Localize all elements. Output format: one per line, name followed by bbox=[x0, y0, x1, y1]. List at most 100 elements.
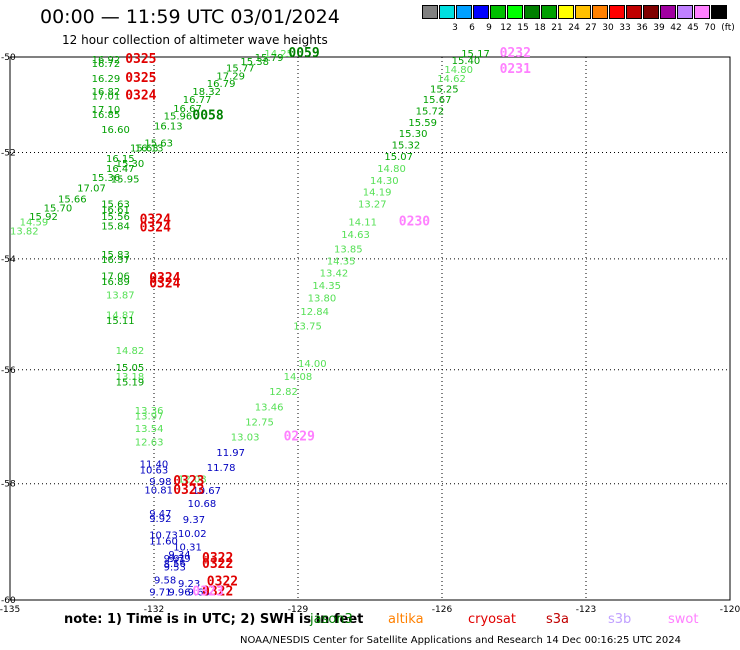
wave-height-value: 11.78 bbox=[207, 463, 236, 474]
wave-height-value: 17.06 bbox=[101, 272, 130, 283]
wave-height-value: 10.73 bbox=[149, 531, 178, 542]
wave-height-value: 10.68 bbox=[188, 499, 217, 510]
wave-height-value: 10.67 bbox=[192, 486, 221, 497]
wave-height-value: 13.75 bbox=[293, 321, 322, 332]
wave-height-value: 14.35 bbox=[327, 256, 356, 267]
wave-height-value: 11.40 bbox=[140, 460, 169, 471]
satellite-legend-item: jason3 bbox=[310, 612, 353, 627]
colorbar-swatch bbox=[592, 5, 608, 19]
wave-height-value: 16.72 bbox=[92, 59, 121, 70]
map-subtitle: 12 hour collection of altimeter wave hei… bbox=[62, 33, 328, 47]
wave-height-value: 16.79 bbox=[207, 79, 236, 90]
wave-height-value: 15.77 bbox=[226, 64, 255, 75]
pass-time-label: 0322 bbox=[202, 557, 233, 572]
wave-height-value: 17.01 bbox=[92, 92, 121, 103]
colorbar-tick-label: 39 bbox=[653, 23, 665, 33]
wave-height-value: 11.60 bbox=[149, 537, 178, 548]
lon-tick-label: -135 bbox=[0, 605, 20, 615]
wave-height-value: 15.63 bbox=[130, 143, 159, 154]
wave-height-value: 15.32 bbox=[392, 140, 421, 151]
pass-time-label: 0324 bbox=[149, 276, 180, 291]
wave-height-value: 16.82 bbox=[92, 87, 121, 98]
satellite-legend-item: altika bbox=[388, 612, 424, 627]
wave-height-value: 15.30 bbox=[399, 129, 428, 140]
pass-time-label: 0323 bbox=[173, 483, 204, 498]
wave-height-value: 15.56 bbox=[101, 212, 130, 223]
pass-time-label: 0058 bbox=[192, 108, 223, 123]
wave-height-value: 13.82 bbox=[10, 226, 39, 237]
lat-tick-label: -50 bbox=[1, 53, 16, 63]
wave-height-value: 14.59 bbox=[20, 217, 49, 228]
wave-height-value: 9.71 bbox=[149, 587, 171, 598]
wave-height-value: 10.31 bbox=[173, 542, 202, 553]
wave-height-value: 15.70 bbox=[44, 203, 73, 214]
wave-height-value: 16.47 bbox=[106, 164, 135, 175]
pass-time-label: 0229 bbox=[284, 430, 315, 445]
wave-height-value: 16.13 bbox=[154, 122, 183, 133]
wave-height-value: 15.92 bbox=[29, 212, 58, 223]
wave-height-value: 9.37 bbox=[183, 515, 205, 526]
colorbar-tick-label: 6 bbox=[469, 23, 475, 33]
wave-height-value: 15.66 bbox=[58, 194, 87, 205]
wave-height-value: 15.38 bbox=[240, 57, 269, 68]
wave-height-value: 9.96 bbox=[168, 587, 190, 598]
wave-height-value: 14.25 bbox=[264, 49, 293, 60]
wave-height-value: 13.18 bbox=[116, 372, 145, 383]
wave-height-value: 15.79 bbox=[255, 53, 284, 64]
lat-lon-grid bbox=[9, 56, 731, 601]
colorbar-swatch bbox=[609, 5, 625, 19]
wave-height-value: 12.75 bbox=[245, 417, 274, 428]
wave-height-value: 16.37 bbox=[101, 255, 130, 266]
wave-height-value: 17.07 bbox=[77, 184, 106, 195]
map-frame bbox=[9, 56, 731, 601]
wave-height-value: 14.11 bbox=[348, 217, 377, 228]
wave-height-value: 13.97 bbox=[135, 412, 164, 423]
wave-height-value: 15.25 bbox=[430, 84, 459, 95]
colorbar-tick-label: 21 bbox=[551, 23, 563, 33]
wave-height-value: 10.63 bbox=[140, 465, 169, 476]
colorbar-tick-label: 30 bbox=[602, 23, 614, 33]
lat-tick-label: -52 bbox=[1, 148, 16, 158]
colorbar-swatch bbox=[643, 5, 659, 19]
wave-height-value: 14.87 bbox=[106, 310, 135, 321]
wave-height-value: 13.36 bbox=[135, 406, 164, 417]
wave-height-value: 9.91 bbox=[164, 554, 186, 565]
wave-height-value: 15.63 bbox=[101, 200, 130, 211]
wave-height-value: 15.40 bbox=[452, 56, 481, 67]
wave-height-value: 15.63 bbox=[144, 138, 173, 149]
wave-height-value: 14.80 bbox=[377, 164, 406, 175]
pass-time-label: 0322 bbox=[207, 574, 238, 589]
satellite-legend-item: s3a bbox=[546, 612, 570, 627]
colorbar-swatch bbox=[422, 5, 438, 19]
wave-height-value: 15.83 bbox=[101, 250, 130, 261]
wave-height-value: 17.29 bbox=[216, 71, 245, 82]
pass-time-label: 0231 bbox=[500, 62, 531, 77]
colorbar-tick-label: 3 bbox=[452, 23, 458, 33]
pass-time-label: 0325 bbox=[125, 71, 156, 86]
wave-height-value: 15.30 bbox=[116, 159, 145, 170]
colorbar-swatch bbox=[541, 5, 557, 19]
wave-height-value: 9.23 bbox=[178, 579, 200, 590]
wave-height-value: 18.32 bbox=[192, 87, 221, 98]
colorbar-swatch bbox=[439, 5, 455, 19]
colorbar-swatch bbox=[490, 5, 506, 19]
lon-tick-label: -126 bbox=[432, 605, 453, 615]
colorbar-swatch bbox=[626, 5, 642, 19]
pass-time-label: 0324 bbox=[140, 221, 171, 236]
wave-height-value: 13.85 bbox=[334, 244, 363, 255]
wave-height-value: 15.84 bbox=[101, 222, 130, 233]
axis-ticks: -135 -132 -129 -126 -123 -120 -50 -52 -54 -56 -58 -… bbox=[0, 53, 740, 615]
pass-time-label: 0232 bbox=[500, 46, 531, 61]
wave-height-value: 12.63 bbox=[135, 437, 164, 448]
credit-line: NOAA/NESDIS Center for Satellite Applica… bbox=[240, 635, 682, 646]
wave-height-value: 15.59 bbox=[408, 118, 437, 129]
wave-height-value: 14.80 bbox=[444, 65, 473, 76]
pass-time-label: 0059 bbox=[288, 46, 319, 61]
colorbar-tick-label: 15 bbox=[517, 23, 529, 33]
lon-tick-label: -120 bbox=[720, 605, 740, 615]
wave-height-value: 15.96 bbox=[164, 111, 193, 122]
colorbar-tick-label: 9 bbox=[486, 23, 492, 33]
pass-time-label: 0322 bbox=[202, 551, 233, 566]
